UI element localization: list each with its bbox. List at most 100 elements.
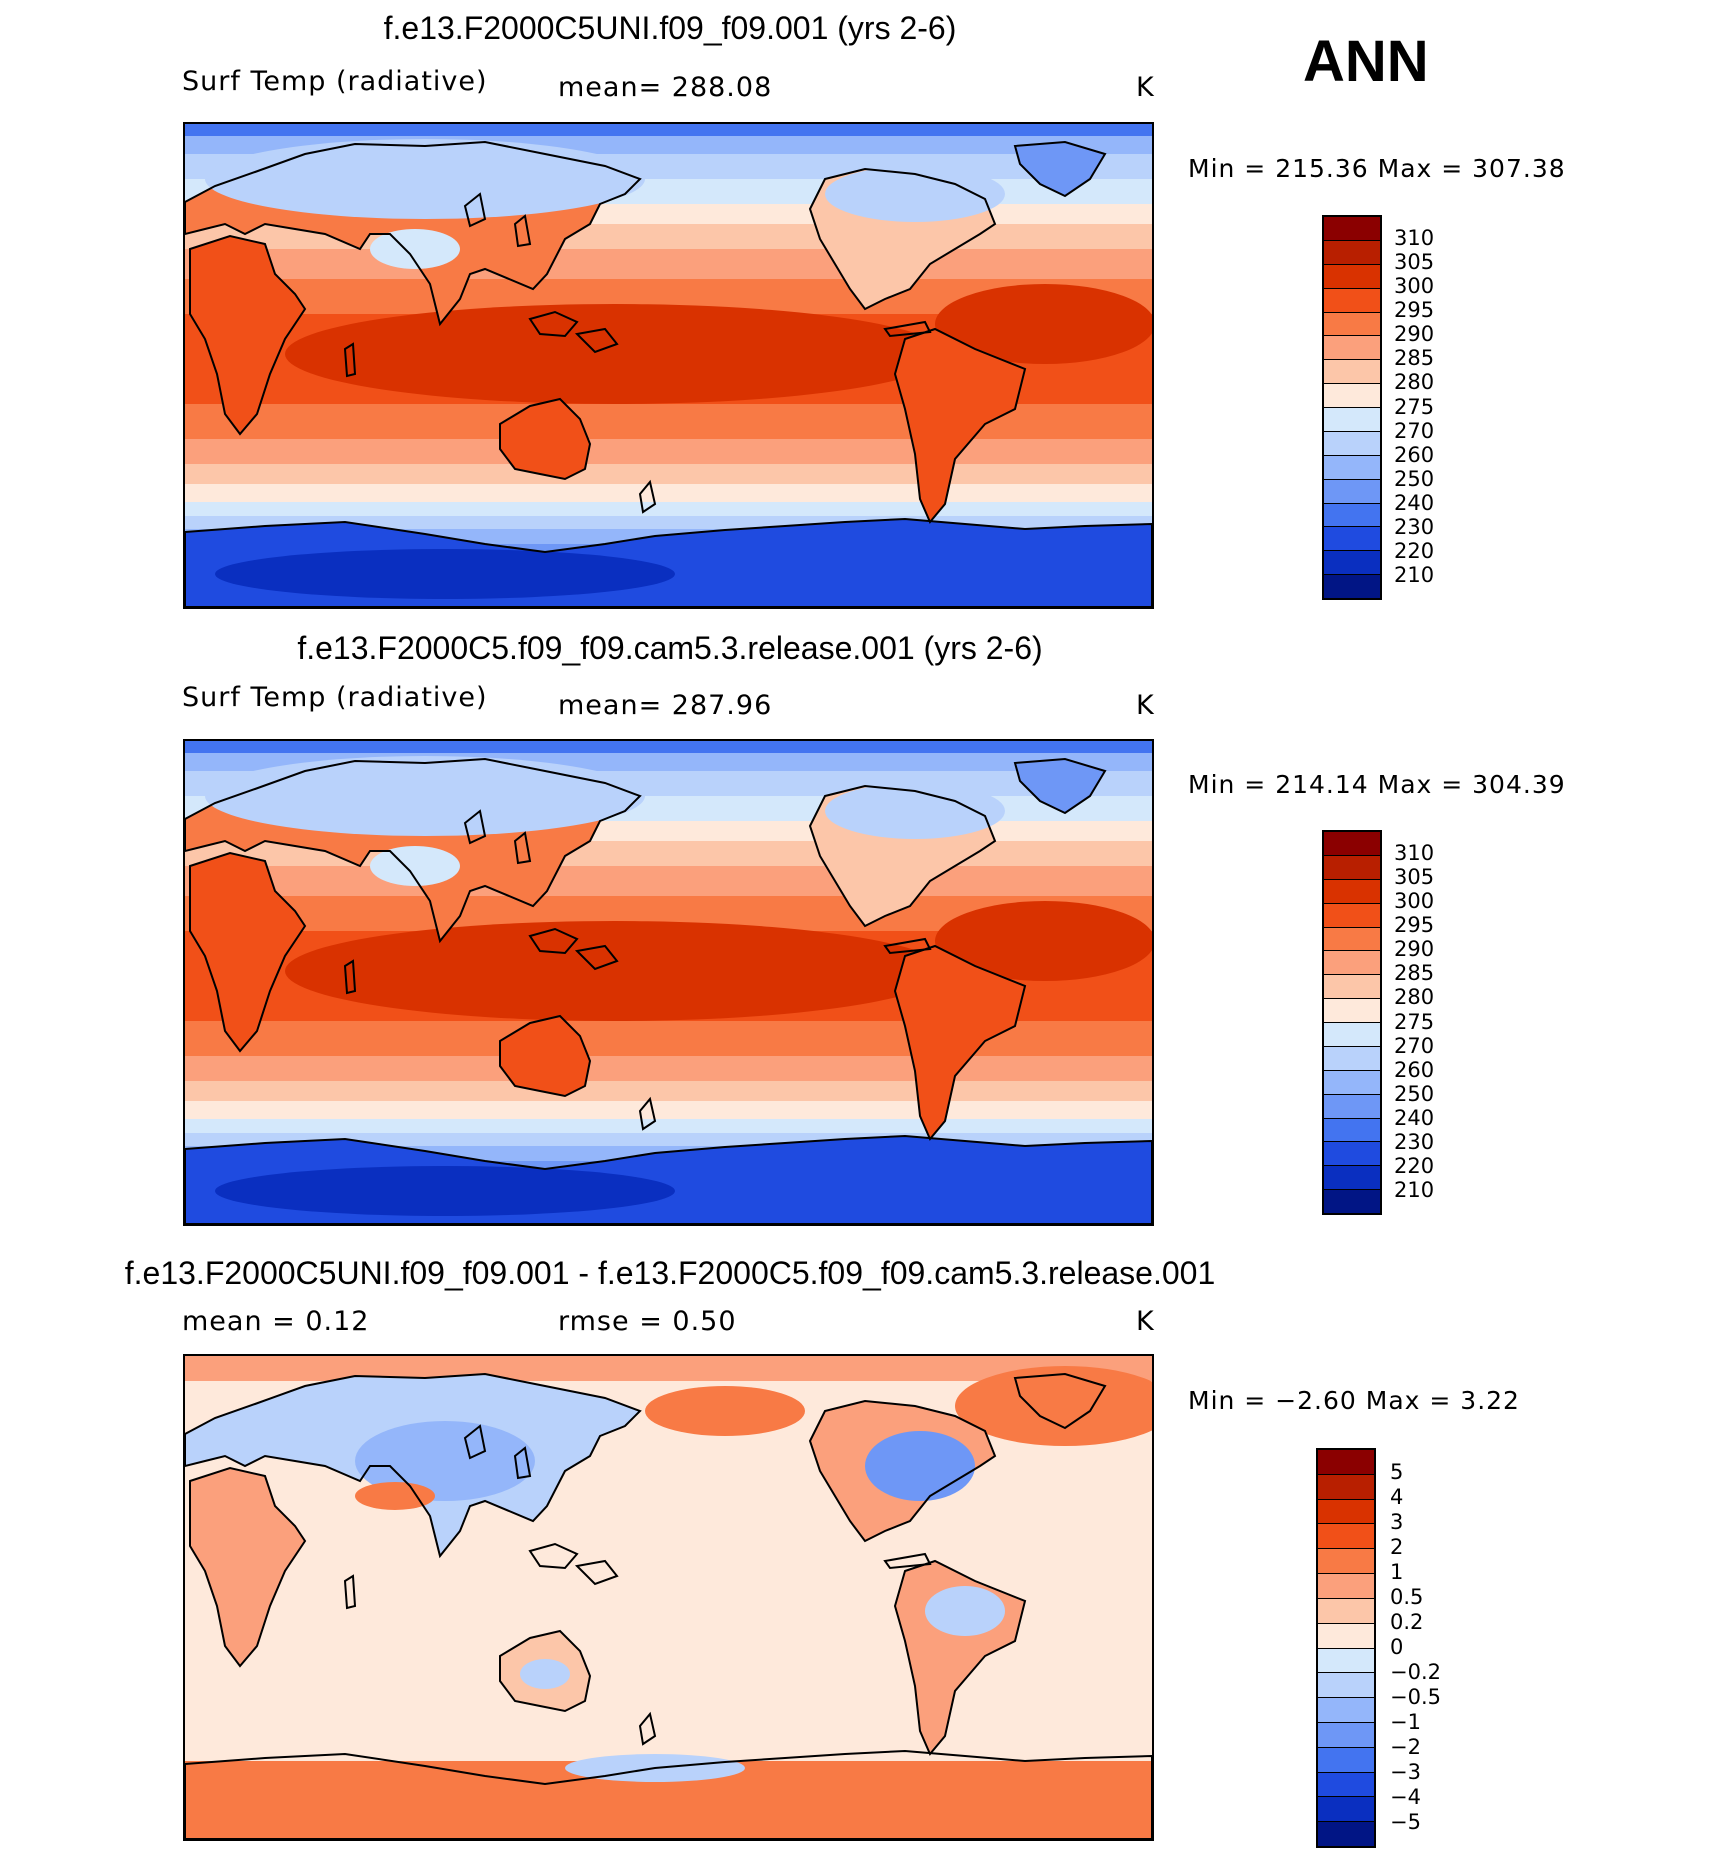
coastline [893, 1559, 1027, 1756]
colorbar-tick-label: 285 [1394, 346, 1435, 371]
colorbar-cell [1324, 288, 1380, 313]
panel-1-map-svg [185, 124, 1152, 607]
colorbar-tick-label: 1 [1390, 1560, 1404, 1584]
panel-3-colorbar [1316, 1448, 1376, 1848]
colorbar-tick-label: 285 [1394, 961, 1435, 986]
colorbar-cell [1324, 975, 1380, 1000]
colorbar-tick-label: 240 [1394, 490, 1435, 515]
panel-3-units: K [1136, 1306, 1155, 1337]
colorbar-cell [1324, 1166, 1380, 1191]
colorbar-cell [1318, 1673, 1374, 1699]
colorbar-cell [1324, 927, 1380, 952]
panel-3-rmse: rmse = 0.50 [558, 1306, 737, 1337]
colorbar-cell [1318, 1822, 1374, 1846]
coastline [638, 1711, 657, 1746]
colorbar-cell [1324, 1046, 1380, 1071]
colorbar-tick-label: 2 [1390, 1535, 1404, 1559]
colorbar-cell [1324, 575, 1380, 598]
colorbar-tick-label: 270 [1394, 418, 1435, 443]
coastline [808, 167, 997, 311]
panel-2-variable: Surf Temp (radiative) [182, 682, 488, 713]
coastline [574, 944, 619, 971]
panel-3-title: f.e13.F2000C5UNI.f09_f09.001 - f.e13.F20… [124, 1255, 1216, 1291]
panel-1-units: K [1136, 72, 1155, 103]
coastline [343, 342, 357, 378]
coastline [343, 1574, 357, 1610]
panel-2-map [183, 739, 1154, 1226]
colorbar-tick-label: 295 [1394, 913, 1435, 938]
colorbar-cell [1324, 903, 1380, 928]
colorbar-cell [1318, 1722, 1374, 1748]
colorbar-cell [1324, 408, 1380, 432]
colorbar-tick-label: 230 [1394, 514, 1435, 539]
colorbar-cell [1324, 384, 1380, 408]
colorbar-cell [1324, 879, 1380, 904]
colorbar-cell [1318, 1698, 1374, 1723]
panel-2-colorbar [1322, 830, 1382, 1215]
coastline [185, 140, 642, 327]
coastline [189, 234, 307, 436]
colorbar-cell [1324, 336, 1380, 361]
colorbar-cell [1324, 217, 1380, 241]
colorbar-tick-label: 310 [1394, 226, 1435, 251]
colorbar-cell [1318, 1623, 1374, 1649]
panel-3-map-svg [185, 1356, 1152, 1839]
coastline [185, 1372, 642, 1559]
colorbar-tick-label: 210 [1394, 1177, 1435, 1202]
colorbar-cell [1318, 1772, 1374, 1798]
colorbar-cell [1324, 527, 1380, 552]
colorbar-tick-label: 280 [1394, 370, 1435, 395]
colorbar-cell [1324, 1142, 1380, 1167]
colorbar-cell [1324, 999, 1380, 1023]
colorbar-cell [1324, 312, 1380, 337]
colorbar-cell [1324, 551, 1380, 576]
colorbar-tick-label: 250 [1394, 466, 1435, 491]
colorbar-cell [1324, 264, 1380, 289]
colorbar-tick-label: 280 [1394, 985, 1435, 1010]
coastline [528, 927, 579, 955]
colorbar-tick-label: 275 [1394, 1009, 1435, 1034]
coastline [893, 944, 1027, 1141]
coastline [1013, 757, 1107, 815]
colorbar-cell [1324, 455, 1380, 480]
colorbar-tick-label: 270 [1394, 1033, 1435, 1058]
panel-1-minmax: Min = 215.36 Max = 307.38 [1188, 154, 1566, 183]
colorbar-cell [1324, 855, 1380, 880]
colorbar-tick-label: 300 [1394, 889, 1435, 914]
colorbar-tick-label: 220 [1394, 1153, 1435, 1178]
colorbar-cell [1324, 1070, 1380, 1095]
colorbar-tick-label: 260 [1394, 442, 1435, 467]
colorbar-tick-label: 295 [1394, 298, 1435, 323]
coastline [185, 517, 1152, 607]
coastline [343, 959, 357, 995]
colorbar-tick-label: 0.5 [1390, 1585, 1424, 1609]
coastline [883, 1552, 932, 1570]
colorbar-cell [1318, 1797, 1374, 1823]
coastline [528, 1542, 579, 1570]
colorbar-tick-label: 230 [1394, 1129, 1435, 1154]
colorbar-tick-label: 260 [1394, 1057, 1435, 1082]
colorbar-tick-label: −3 [1390, 1760, 1421, 1784]
colorbar-cell [1318, 1524, 1374, 1550]
coastline [499, 1629, 592, 1713]
panel-1-variable: Surf Temp (radiative) [182, 66, 488, 97]
colorbar-cell [1324, 360, 1380, 385]
coastline [189, 1466, 307, 1668]
colorbar-tick-label: −1 [1390, 1710, 1421, 1734]
colorbar-tick-label: 220 [1394, 538, 1435, 563]
colorbar-cell [1318, 1474, 1374, 1500]
colorbar-tick-label: 275 [1394, 394, 1435, 419]
coastline [638, 479, 657, 514]
coastline [185, 1134, 1152, 1224]
colorbar-cell [1324, 832, 1380, 856]
coastline [463, 1424, 487, 1460]
colorbar-cell [1324, 951, 1380, 976]
panel-1-mean: mean= 288.08 [558, 72, 773, 103]
colorbar-tick-label: −0.2 [1390, 1660, 1441, 1684]
colorbar-tick-label: 240 [1394, 1105, 1435, 1130]
coastline [638, 1096, 657, 1131]
colorbar-tick-label: 290 [1394, 937, 1435, 962]
coastline [893, 327, 1027, 524]
colorbar-cell [1324, 240, 1380, 265]
coastline [808, 1399, 997, 1543]
